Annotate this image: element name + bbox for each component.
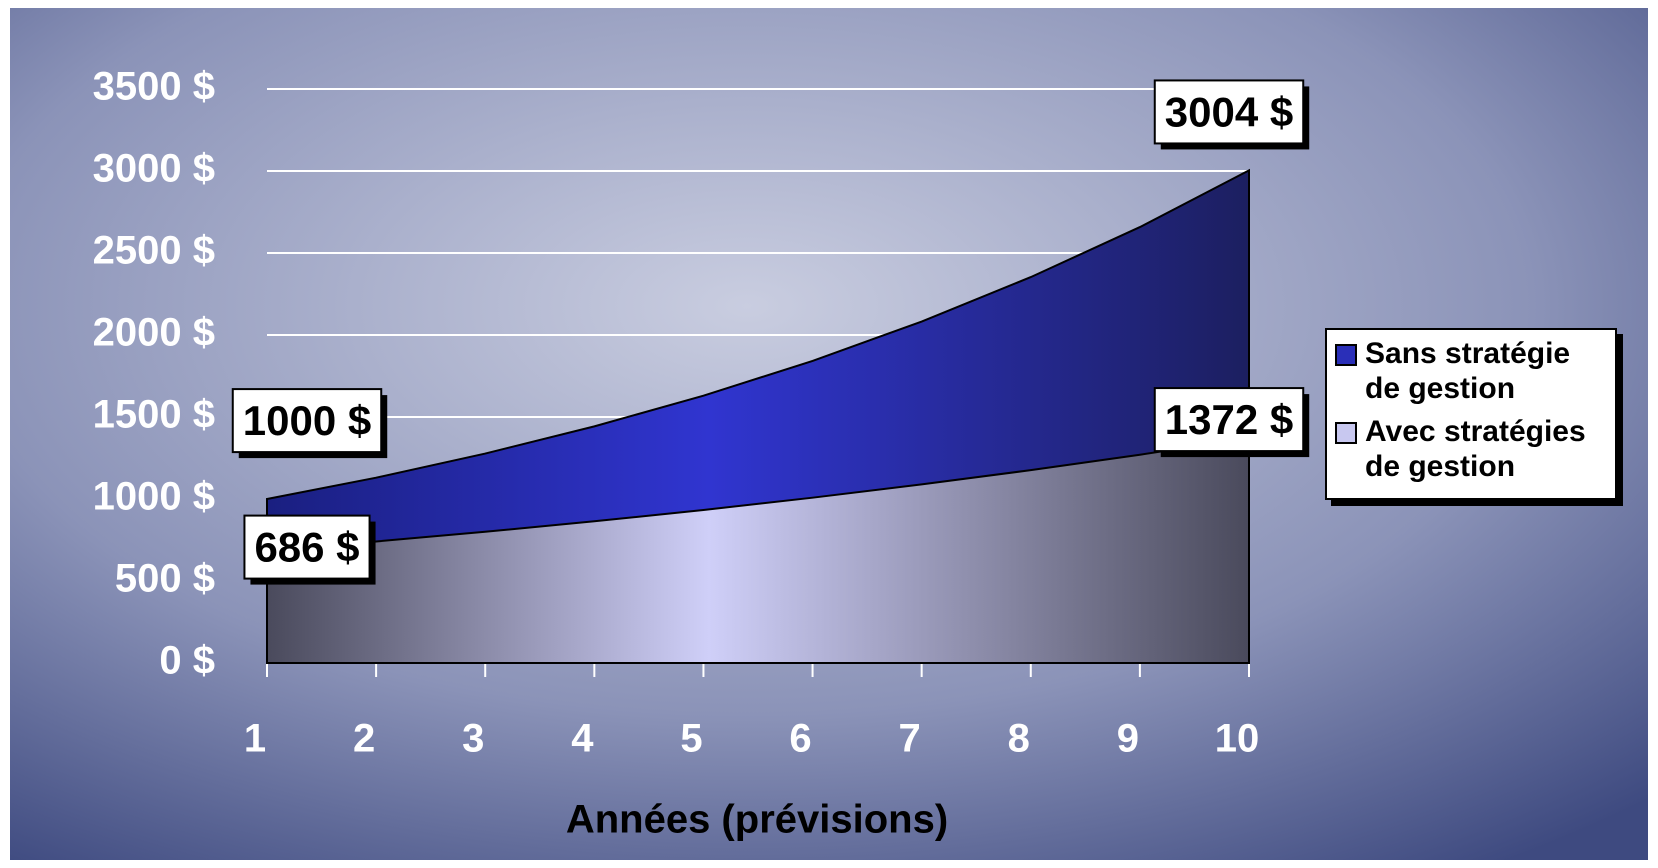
y-tick-label: 1500 $ xyxy=(93,393,215,437)
legend-swatch xyxy=(1335,344,1357,366)
legend: Sans stratégie de gestion Avec stratégies… xyxy=(1325,328,1617,500)
y-tick-label: 500 $ xyxy=(115,557,215,601)
legend-swatch xyxy=(1335,422,1357,444)
legend-item: Sans stratégie de gestion xyxy=(1335,336,1607,406)
label-box xyxy=(243,514,371,580)
data-label: 1372 $ xyxy=(1165,396,1293,443)
data-label: 686 $ xyxy=(254,524,359,571)
x-tick-label: 7 xyxy=(899,717,921,761)
y-tick-label: 3500 $ xyxy=(93,65,215,109)
area xyxy=(266,436,1250,664)
y-tick-label: 1000 $ xyxy=(93,475,215,519)
x-axis-title: Années (prévisions) xyxy=(566,798,948,842)
y-tick-label: 2500 $ xyxy=(93,229,215,273)
x-tick-label: 6 xyxy=(789,717,811,761)
data-label: 3004 $ xyxy=(1165,88,1293,135)
x-tick-label: 5 xyxy=(680,717,702,761)
x-tick-label: 4 xyxy=(571,717,594,761)
x-tick-label: 8 xyxy=(1008,717,1030,761)
legend-label: Avec stratégies de gestion xyxy=(1365,415,1586,483)
data-label: 1000 $ xyxy=(243,397,371,444)
x-tick-label: 3 xyxy=(462,717,484,761)
label-box xyxy=(231,388,383,454)
x-tick-label: 10 xyxy=(1215,717,1260,761)
legend-label: Sans stratégie de gestion xyxy=(1365,337,1571,405)
x-tick-label: 9 xyxy=(1117,717,1139,761)
legend-item: Avec stratégies de gestion xyxy=(1335,414,1607,484)
x-tick-label: 1 xyxy=(244,717,266,761)
y-tick-label: 2000 $ xyxy=(93,311,215,355)
x-tick-label: 2 xyxy=(353,717,375,761)
label-box xyxy=(1153,387,1305,453)
label-box xyxy=(1153,79,1305,145)
y-tick-label: 3000 $ xyxy=(93,147,215,191)
y-tick-label: 0 $ xyxy=(159,639,215,683)
